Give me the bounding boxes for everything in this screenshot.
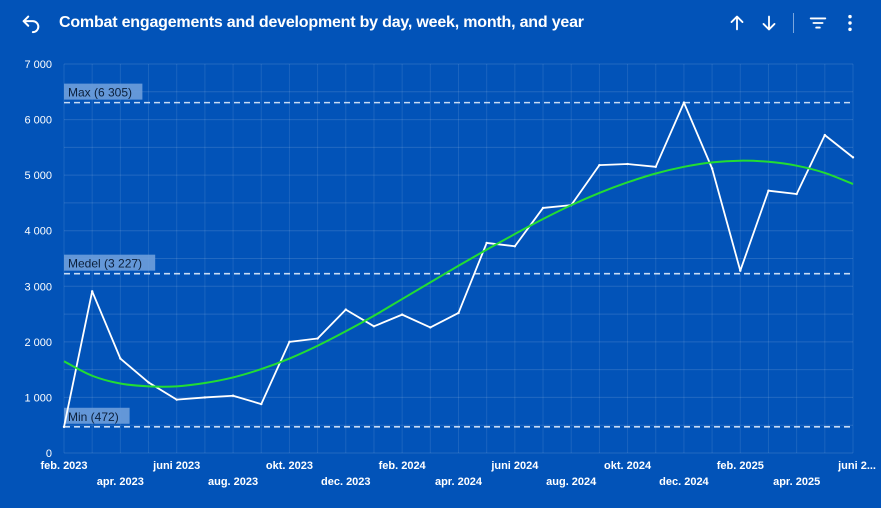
data-point [231,394,235,397]
data-point [626,162,629,166]
data-point [654,165,657,169]
data-point [429,326,432,329]
data-point [739,269,742,272]
data-point [288,340,291,344]
page-title: Combat engagements and development by da… [59,14,584,31]
reference-label-box [64,83,143,100]
trend-line [63,159,854,388]
x-tick-label: juni 2023 [152,460,200,472]
reference-label: Medel (3 227) [68,257,142,271]
data-point [90,290,94,293]
x-tick-label: dec. 2023 [321,476,371,488]
data-point [767,189,770,192]
y-tick-label: 3 000 [24,281,52,293]
data-point [203,396,207,399]
toolbar-divider [793,13,794,33]
x-tick-label: okt. 2024 [604,460,652,472]
data-point [485,241,488,245]
data-point [400,313,404,316]
reference-label: Min (472) [68,410,119,424]
chart-header: Combat engagements and development by da… [0,0,881,46]
arrow-down-icon[interactable] [758,12,780,34]
x-tick-label: aug. 2023 [208,476,258,488]
data-point [147,381,150,384]
reference-label-box [64,407,130,424]
data-point [710,167,714,170]
undo-arrow-icon[interactable] [20,12,42,34]
y-tick-label: 4 000 [24,226,52,238]
data-point [175,398,178,401]
y-tick-label: 1 000 [24,392,52,404]
data-point [823,133,827,137]
filter-icon[interactable] [807,12,829,34]
y-tick-label: 0 [46,448,52,460]
more-vertical-icon[interactable] [839,12,861,34]
x-tick-label: dec. 2024 [659,476,709,488]
x-tick-label: aug. 2024 [546,476,597,488]
x-tick-label: juni 2024 [490,460,539,472]
reference-label-box [64,254,156,271]
x-tick-label: feb. 2025 [717,460,764,472]
data-point [513,245,517,248]
reference-label: Max (6 305) [68,86,132,100]
x-tick-label: juni 2... [837,460,876,472]
data-point [119,357,122,360]
data-point [372,325,376,328]
data-point [344,308,347,311]
data-point [316,337,319,340]
y-tick-label: 7 000 [24,59,52,71]
data-point [457,311,460,315]
data-point [541,206,545,210]
x-tick-label: apr. 2025 [773,476,820,488]
data-point [851,156,855,159]
y-tick-label: 5 000 [24,170,52,182]
y-tick-label: 6 000 [24,115,52,127]
y-tick-label: 2 000 [24,337,52,349]
data-point [260,402,263,406]
arrow-up-icon[interactable] [726,12,748,34]
x-tick-label: apr. 2024 [435,476,483,488]
data-point [795,192,798,196]
x-tick-label: feb. 2023 [40,460,87,472]
data-point [62,425,66,429]
x-tick-label: apr. 2023 [97,476,144,488]
x-tick-label: feb. 2024 [379,460,427,472]
data-point [682,101,686,104]
x-tick-label: okt. 2023 [266,460,313,472]
data-point [598,163,601,167]
